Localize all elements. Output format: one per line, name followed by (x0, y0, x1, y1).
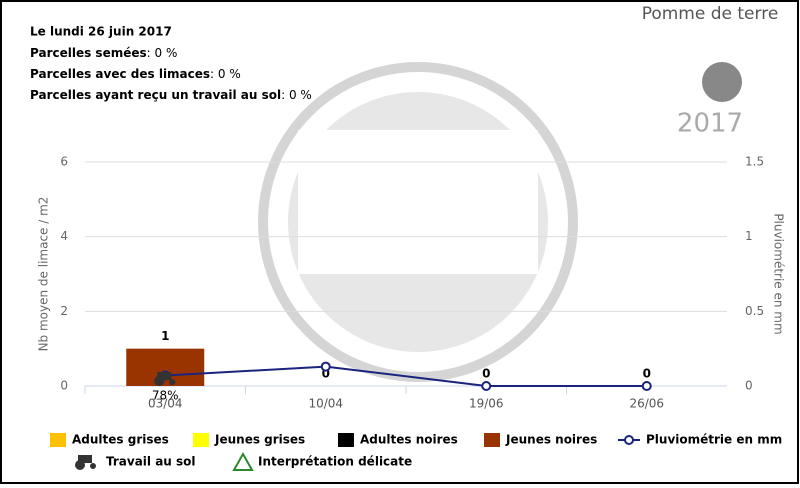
tractor-wheel (154, 376, 165, 386)
y2-tick-label: 1.5 (745, 155, 764, 169)
x-tick-label: 19/06 (469, 397, 504, 411)
y-tick-label: 0 (60, 379, 68, 393)
y-tick-label: 4 (60, 229, 68, 243)
y2-tick-label: 0.5 (745, 304, 764, 318)
data-label: 0 (643, 367, 651, 381)
header-value: 0 % (289, 88, 312, 102)
tractor-wheel (90, 463, 96, 469)
data-label: 0 (322, 367, 330, 381)
legend-label: Adultes noires (360, 433, 458, 447)
header-sep: : (281, 88, 289, 102)
header-sep: : (210, 67, 218, 81)
y2-tick-label: 1 (745, 229, 753, 243)
legend-swatch (484, 433, 500, 447)
crop: Pomme de terre (642, 4, 779, 24)
data-label: 0 (482, 367, 490, 381)
legend-label: Adultes grises (72, 433, 169, 447)
tractor-body (157, 372, 172, 380)
header-sep: : (147, 46, 155, 60)
header-value: 0 % (218, 67, 241, 81)
y2-label: Pluviométrie en mm (772, 213, 786, 334)
header-line: Parcelles avec des limaces: 0 % (30, 67, 241, 81)
data-label: 1 (161, 329, 169, 343)
legend-label: Pluviométrie en mm (646, 433, 782, 447)
crop-icon (702, 62, 742, 102)
legend-marker (624, 435, 634, 445)
legend-swatch (193, 433, 209, 447)
header-label: Parcelles semées (30, 46, 147, 60)
x-tick-label: 26/06 (629, 397, 664, 411)
y2-tick-label: 0 (745, 379, 753, 393)
legend-label: Jeunes grises (214, 433, 305, 447)
header-value: 0 % (155, 46, 178, 60)
y-label: Nb moyen de limace / m2 (37, 197, 51, 352)
x-tick-label: 10/04 (308, 397, 343, 411)
tractor-wheel (75, 460, 85, 470)
annotation: 78% (152, 389, 179, 403)
watermark-box (298, 130, 538, 274)
line-point (641, 381, 652, 391)
line-point (320, 361, 331, 372)
line-point (481, 381, 492, 391)
tractor-icon (154, 372, 176, 386)
header-label: Parcelles ayant reçu un travail au sol (30, 88, 281, 102)
legend-label: Jeunes noires (505, 433, 597, 447)
line (165, 365, 647, 387)
legend-swatch (338, 433, 354, 447)
header-label: Parcelles avec des limaces (30, 67, 210, 81)
legend-tractor (75, 455, 96, 470)
header-line: Parcelles semées: 0 % (30, 46, 177, 60)
legend-swatch (50, 433, 66, 447)
tractor-body (78, 455, 92, 463)
warning-icon (232, 451, 254, 471)
legend-label: Interprétation délicate (258, 455, 412, 469)
year: 2017 (677, 109, 743, 139)
date: Le lundi 26 juin 2017 (30, 25, 172, 39)
tractor-wheel (169, 379, 176, 385)
legend-label: Travail au sol (106, 455, 196, 469)
header-line: Parcelles ayant reçu un travail au sol: … (30, 88, 312, 102)
y-tick-label: 2 (60, 304, 68, 318)
y-tick-label: 6 (60, 155, 68, 169)
x-tick-label: 03/04 (148, 397, 183, 411)
